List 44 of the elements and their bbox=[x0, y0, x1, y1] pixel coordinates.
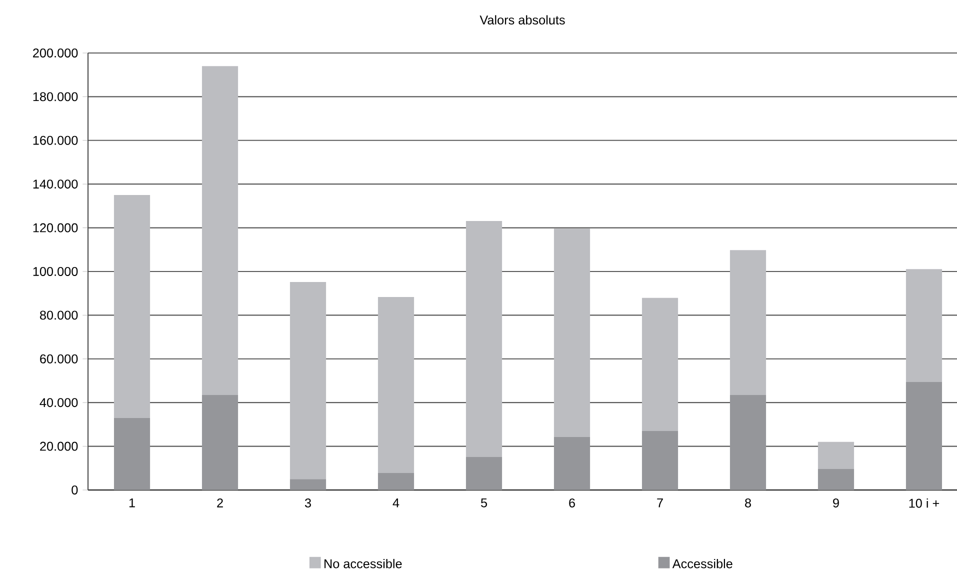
bar bbox=[906, 382, 942, 490]
y-tick-label: 100.000 bbox=[33, 267, 78, 276]
bar bbox=[290, 282, 326, 480]
y-tick-label: 40.000 bbox=[40, 398, 78, 408]
legend-label: Accessible bbox=[672, 558, 732, 568]
y-tick-label: 140.000 bbox=[33, 180, 78, 189]
bar bbox=[114, 418, 150, 490]
x-tick-label: 8 bbox=[745, 498, 751, 508]
x-tick-label: 6 bbox=[569, 498, 575, 508]
x-tick-label: 10 i + bbox=[909, 498, 940, 508]
x-tick-label: 3 bbox=[304, 498, 311, 508]
bar bbox=[202, 394, 238, 490]
bar bbox=[818, 469, 854, 490]
bar bbox=[114, 195, 150, 418]
bar bbox=[378, 472, 414, 490]
y-tick-label: 80.000 bbox=[40, 310, 78, 320]
x-tick-label: 2 bbox=[217, 498, 223, 508]
bar bbox=[906, 269, 942, 382]
bar bbox=[730, 394, 766, 490]
y-tick-label: 20.000 bbox=[40, 442, 78, 451]
x-tick-label: 9 bbox=[833, 498, 839, 508]
bar bbox=[554, 436, 590, 490]
bar bbox=[378, 297, 414, 473]
bar bbox=[290, 479, 326, 490]
x-tick-label: 1 bbox=[129, 498, 135, 508]
bar bbox=[730, 250, 766, 395]
y-tick-label: 120.000 bbox=[33, 223, 78, 232]
y-tick-label: 180.000 bbox=[33, 92, 78, 102]
bar bbox=[202, 66, 238, 395]
y-tick-label: 200.000 bbox=[33, 48, 78, 58]
bar bbox=[554, 228, 590, 437]
bar bbox=[466, 221, 502, 457]
legend-label: No accessible bbox=[324, 558, 402, 568]
chart-title: Valors absoluts bbox=[480, 15, 565, 25]
x-tick-label: 7 bbox=[657, 498, 663, 508]
bar bbox=[818, 442, 854, 470]
bar bbox=[642, 298, 678, 431]
x-tick-label: 5 bbox=[480, 498, 488, 508]
bar bbox=[642, 430, 678, 490]
y-tick-label: 0 bbox=[72, 486, 78, 494]
x-tick-label: 4 bbox=[392, 498, 400, 508]
bar bbox=[466, 456, 502, 490]
y-tick-label: 160.000 bbox=[33, 136, 78, 145]
y-tick-label: 60.000 bbox=[40, 354, 78, 364]
